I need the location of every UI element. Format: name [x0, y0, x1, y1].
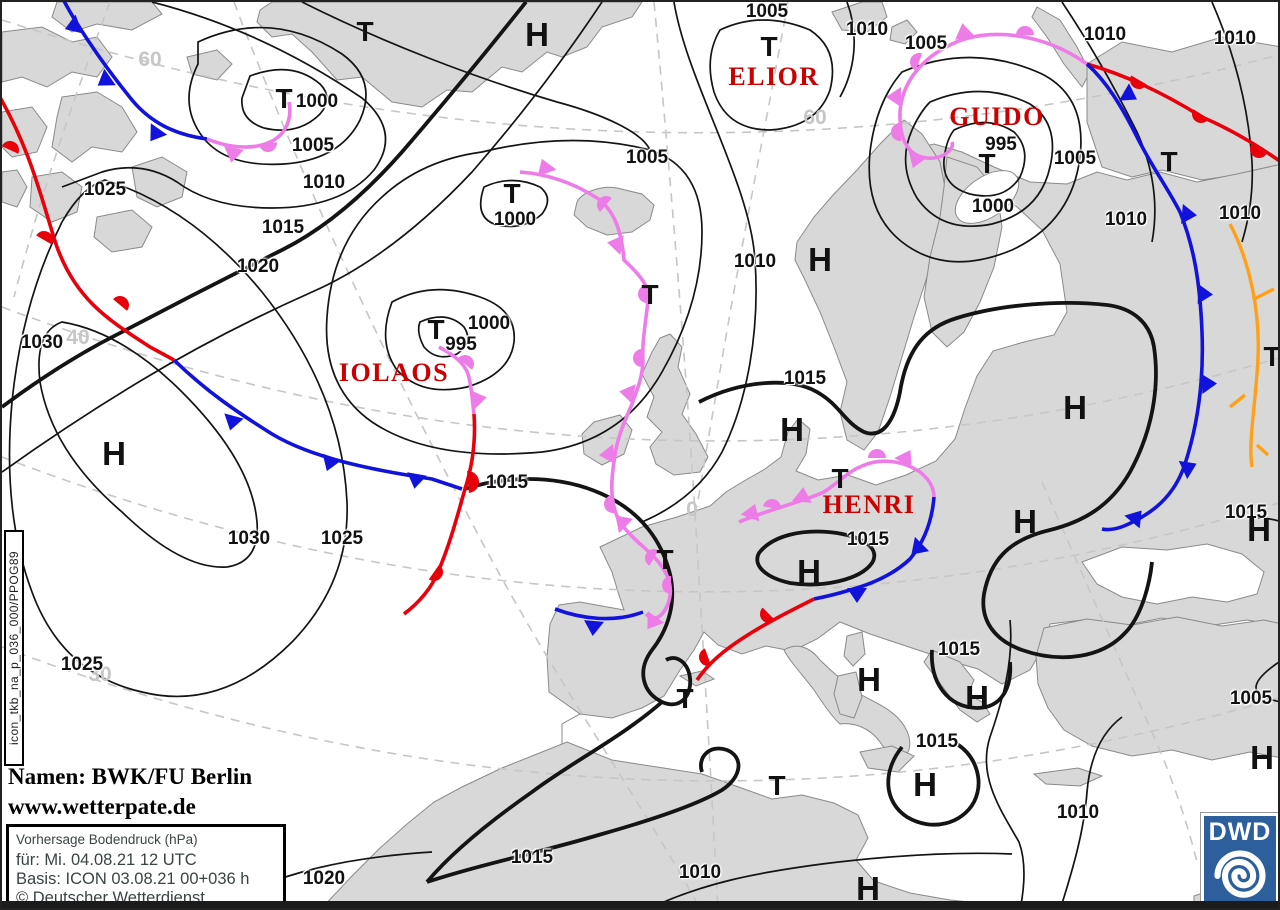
occluded-front — [738, 459, 936, 524]
info-box-model-basis: Basis: ICON 03.08.21 00+036 h — [16, 870, 250, 888]
trough-tick — [1255, 443, 1270, 457]
front-symbols — [2, 14, 1267, 666]
info-box: Vorhersage Bodendruck (hPa) für: Mi. 04.… — [6, 824, 286, 908]
product-id-text: icon_tkb_na_p_036_000/PPOG89 — [7, 550, 21, 745]
trough-tick — [1228, 393, 1247, 409]
cold-front — [813, 496, 936, 601]
occluded-front — [206, 101, 292, 149]
fronts-layer — [2, 2, 1278, 682]
occluded-front — [519, 170, 673, 620]
cold-front — [172, 358, 463, 491]
title-block: Namen: BWK/FU Berlin www.wetterpate.de — [8, 762, 252, 822]
dwd-logo-text: DWD — [1208, 818, 1272, 846]
info-box-valid-time: für: Mi. 04.08.21 12 UTC — [16, 851, 197, 869]
warm-front — [2, 97, 175, 362]
product-id-sidebar: icon_tkb_na_p_036_000/PPOG89 — [4, 530, 24, 766]
website-line: www.wetterpate.de — [8, 794, 196, 819]
occluded-front — [898, 32, 1089, 160]
dwd-spiral-icon — [1214, 850, 1266, 898]
names-source-line: Namen: BWK/FU Berlin — [8, 764, 253, 789]
map-bottom-frame — [2, 901, 1278, 908]
trough-tick — [1253, 287, 1275, 301]
warm-front — [402, 413, 477, 616]
info-box-title: Vorhersage Bodendruck (hPa) — [16, 832, 198, 847]
cold-front — [554, 607, 644, 621]
dwd-logo: DWD — [1201, 813, 1278, 907]
south-land-layer — [321, 616, 1278, 908]
trough-line — [1228, 223, 1260, 468]
